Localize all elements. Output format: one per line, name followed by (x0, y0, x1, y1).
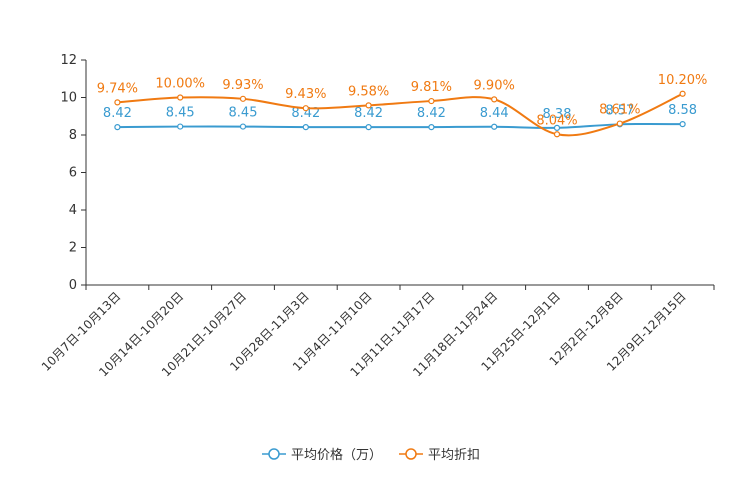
data-label: 8.42 (291, 106, 320, 121)
legend-label-discount: 平均折扣 (428, 448, 480, 463)
data-point[interactable] (114, 124, 121, 131)
series-line (117, 92, 684, 137)
data-label: 9.58% (348, 84, 389, 99)
data-point[interactable] (428, 97, 435, 105)
y-axis: 0 2 4 6 8 10 12 (60, 53, 87, 293)
data-label: 8.45 (229, 106, 258, 121)
data-label: 8.58 (668, 103, 697, 118)
data-label: 10.00% (155, 77, 205, 92)
data-label: 9.74% (97, 81, 138, 96)
y-tick-label: 4 (69, 203, 77, 218)
data-label: 10.20% (658, 73, 708, 88)
data-label: 8.61% (599, 103, 640, 118)
data-point[interactable] (239, 123, 247, 130)
legend-label-price: 平均价格（万） (291, 447, 382, 463)
data-point[interactable] (177, 94, 184, 101)
data-label: 9.90% (474, 78, 515, 93)
series-line (117, 122, 683, 129)
data-label: 8.57 (605, 103, 634, 118)
y-tick-label: 2 (69, 241, 77, 256)
data-label: 8.42 (354, 106, 383, 121)
x-axis: 10月7日-10月13日10月14日-10月20日10月21日-10月27日10… (39, 284, 715, 379)
data-label: 8.04% (536, 113, 577, 128)
y-tick-label: 10 (60, 91, 77, 106)
data-point[interactable] (553, 124, 561, 131)
data-point[interactable] (114, 99, 121, 106)
data-point[interactable] (491, 123, 498, 130)
data-point[interactable] (428, 124, 435, 131)
y-tick-label: 12 (60, 53, 77, 68)
data-label: 9.43% (285, 87, 326, 102)
data-point[interactable] (239, 95, 247, 102)
data-label: 8.45 (166, 106, 195, 121)
data-point[interactable] (365, 102, 372, 109)
data-point[interactable] (553, 131, 561, 138)
legend-item-price[interactable]: 平均价格（万） (262, 447, 382, 463)
data-point[interactable] (177, 123, 184, 130)
y-tick-label: 6 (69, 166, 77, 181)
data-label: 9.81% (411, 80, 452, 95)
legend[interactable]: 平均价格（万） 平均折扣 (262, 447, 480, 463)
data-label: 9.93% (222, 78, 263, 93)
data-label: 8.38 (543, 107, 572, 122)
data-point[interactable] (365, 124, 372, 131)
data-point[interactable] (302, 124, 309, 131)
data-point[interactable] (302, 105, 309, 112)
series-price: 8.42 8.45 8.45 8.42 8.42 8.42 8.44 8.38 8.57 8.58 (103, 103, 697, 131)
data-point[interactable] (491, 96, 498, 103)
data-label: 8.42 (103, 106, 132, 121)
data-label: 8.42 (417, 106, 446, 121)
data-point[interactable] (616, 120, 623, 127)
legend-item-discount[interactable]: 平均折扣 (399, 448, 480, 463)
y-tick-label: 0 (69, 278, 77, 293)
series-discount: 9.74% 10.00% 9.93% 9.43% 9.58% 9.81% 9.90% 8.04… (97, 73, 708, 138)
data-point[interactable] (679, 90, 686, 97)
series-layer: 8.42 8.45 8.45 8.42 8.42 8.42 8.44 8.38 8.57 8.58… (97, 73, 708, 138)
data-point[interactable] (679, 121, 686, 128)
data-label: 8.44 (480, 106, 509, 121)
y-tick-label: 8 (69, 128, 77, 143)
